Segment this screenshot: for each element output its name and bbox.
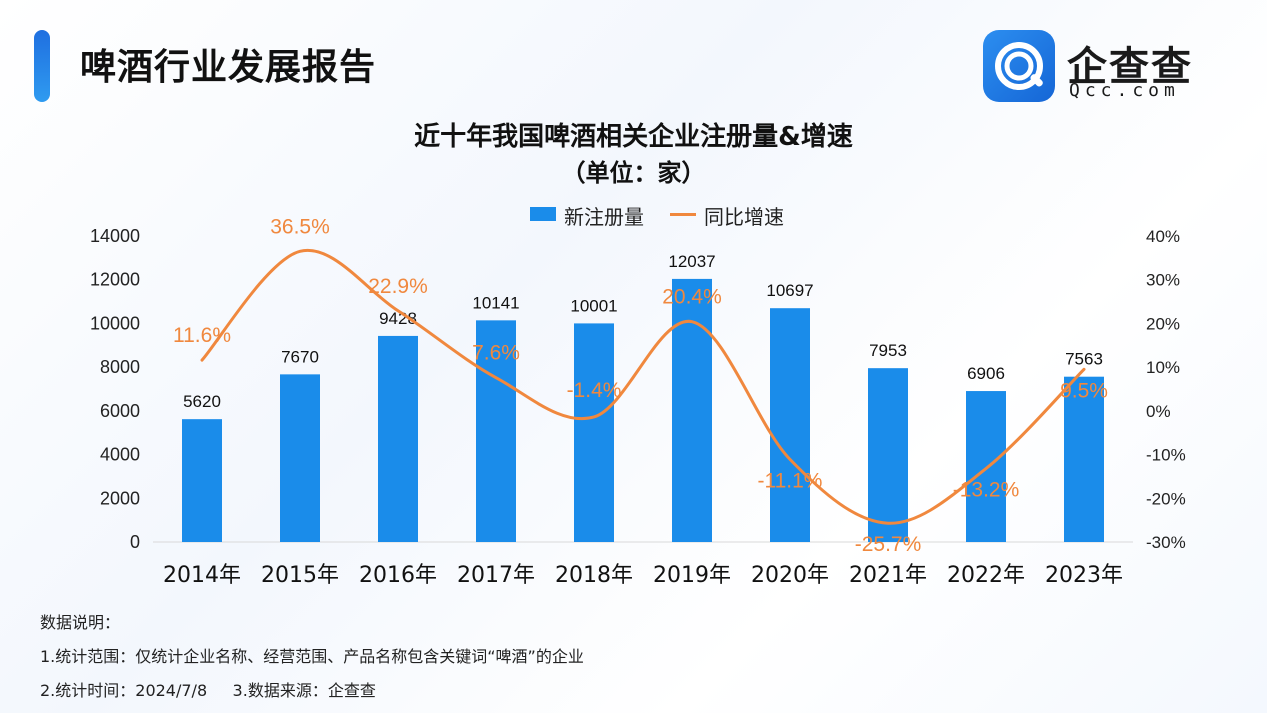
line-value-label: 11.6% <box>173 324 231 347</box>
x-tick-label: 2022年 <box>947 563 1025 588</box>
combo-chart: 0 2000 4000 6000 8000 10000 12000 14000 -30% -20%… <box>90 215 1186 588</box>
bar-value-label: 10141 <box>472 293 519 312</box>
title-accent-bar <box>34 30 50 102</box>
legend-swatch-line <box>670 213 696 216</box>
chart-subtitle: （单位：家） <box>561 159 706 187</box>
line-value-label: 36.5% <box>270 215 330 238</box>
bar <box>574 323 614 542</box>
logo-text-cn: 企查查 <box>1067 44 1193 90</box>
growth-rate-line <box>200 248 1086 525</box>
bar-value-label: 6906 <box>967 364 1005 383</box>
bar-value-label: 10697 <box>766 281 813 300</box>
y-left-tick-label: 4000 <box>100 445 140 465</box>
y-right-tick-label: -30% <box>1146 533 1186 552</box>
y-right-tick-label: -20% <box>1146 489 1186 508</box>
bar <box>476 320 516 542</box>
legend-swatch-bar <box>530 207 556 221</box>
notes-heading: 数据说明： <box>40 613 121 632</box>
bar-value-label: 10001 <box>570 296 617 315</box>
y-left-tick-label: 8000 <box>100 357 140 377</box>
y-right-tick-label: -10% <box>1146 446 1186 465</box>
bar-value-label: 5620 <box>183 392 221 411</box>
qcc-logo-icon <box>983 30 1055 102</box>
y-right-tick-label: 10% <box>1146 358 1180 377</box>
x-tick-label: 2017年 <box>457 563 535 588</box>
x-tick-label: 2021年 <box>849 563 927 588</box>
legend-label-bar: 新注册量 <box>564 205 644 229</box>
x-tick-label: 2018年 <box>555 563 633 588</box>
legend-label-line: 同比增速 <box>704 205 784 229</box>
y-left-tick-label: 14000 <box>90 226 140 246</box>
bar <box>868 368 908 542</box>
line-value-label: 22.9% <box>368 275 428 298</box>
line-value-label: 9.5% <box>1060 379 1108 402</box>
bar-value-label: 7563 <box>1065 350 1103 369</box>
bar-value-label: 9428 <box>379 309 417 328</box>
bar <box>378 335 418 542</box>
y-left-tick-label: 6000 <box>100 401 140 421</box>
bar <box>182 419 222 542</box>
bar <box>1064 376 1104 542</box>
notes-scope: 1.统计范围：仅统计企业名称、经营范围、产品名称包含关键词“啤酒”的企业 <box>40 647 584 666</box>
bar <box>280 374 320 542</box>
y-right-tick-label: 30% <box>1146 271 1180 290</box>
bar-value-label: 7670 <box>281 347 319 366</box>
bar <box>966 391 1006 542</box>
bar-value-label: 12037 <box>668 252 715 271</box>
line-value-label: -25.7% <box>855 533 922 556</box>
y-left-tick-label: 2000 <box>100 488 140 508</box>
y-right-tick-label: 40% <box>1146 227 1180 246</box>
y-right-tick-label: 20% <box>1146 314 1180 333</box>
x-tick-label: 2015年 <box>261 563 339 588</box>
x-tick-label: 2020年 <box>751 563 829 588</box>
notes-time-source: 2.统计时间：2024/7/8 3.数据来源：企查查 <box>40 681 376 700</box>
chart-title: 近十年我国啤酒相关企业注册量&增速 <box>414 122 853 152</box>
x-tick-label: 2023年 <box>1045 563 1123 588</box>
line-value-label: 20.4% <box>662 286 722 309</box>
y-right-tick-label: 0% <box>1146 402 1171 421</box>
line-value-label: 7.6% <box>472 342 520 365</box>
y-left-tick-label: 12000 <box>90 270 140 290</box>
data-notes: 数据说明： 1.统计范围：仅统计企业名称、经营范围、产品名称包含关键词“啤酒”的… <box>40 606 584 708</box>
line-value-label: -1.4% <box>567 379 622 402</box>
line-value-label: -13.2% <box>953 479 1020 502</box>
logo-text-en: Qcc.com <box>1069 80 1180 101</box>
bar <box>770 308 810 542</box>
line-value-label: -11.1% <box>758 469 823 492</box>
x-tick-label: 2016年 <box>359 563 437 588</box>
bar-value-label: 7953 <box>869 341 907 360</box>
y-left-tick-label: 10000 <box>90 313 140 333</box>
x-tick-label: 2019年 <box>653 563 731 588</box>
report-title: 啤酒行业发展报告 <box>80 47 377 88</box>
x-tick-label: 2014年 <box>163 563 241 588</box>
y-left-tick-label: 0 <box>130 532 140 552</box>
qcc-logo: 企查查 Qcc.com <box>983 30 1223 102</box>
bar <box>672 278 712 542</box>
